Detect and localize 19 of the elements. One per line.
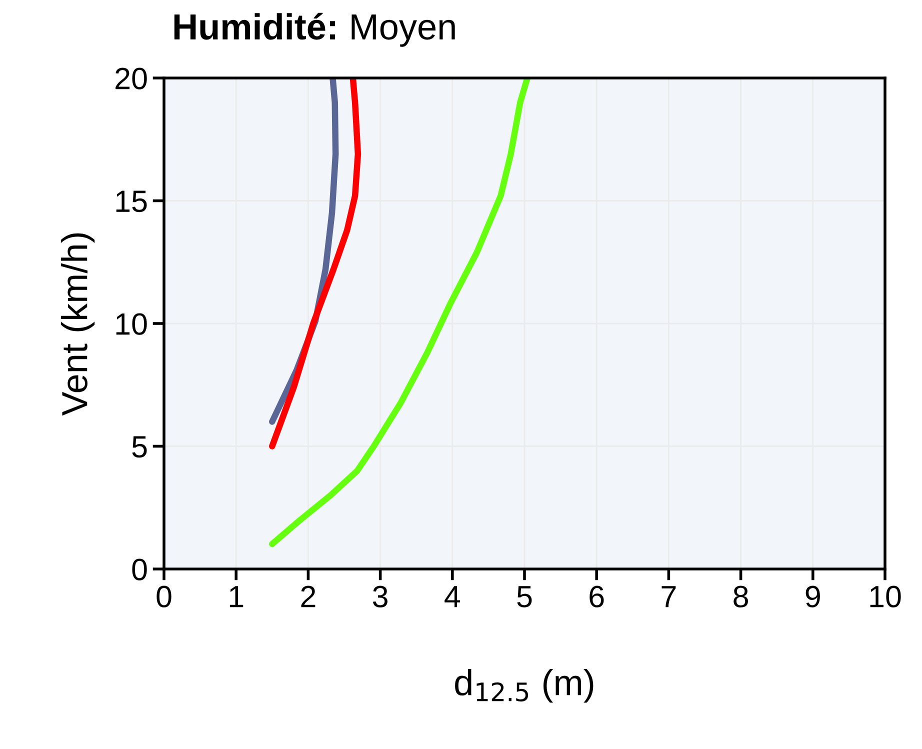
x-tick-label: 9 bbox=[806, 586, 820, 608]
y-tick-label: 15 bbox=[116, 190, 147, 212]
x-tick-label: 0 bbox=[156, 586, 172, 608]
x-axis-title: d$_{12.5}$ (m) bbox=[455, 669, 594, 703]
y-tick-label: 20 bbox=[116, 68, 147, 90]
x-tick-label: 4 bbox=[444, 586, 460, 608]
x-tick-label: 1 bbox=[230, 586, 244, 608]
y-axis-title: Vent (km/h) bbox=[60, 233, 95, 416]
y-tick-label: 0 bbox=[132, 558, 147, 580]
x-tick-label: 7 bbox=[662, 586, 676, 608]
x-tick-label: 10 bbox=[870, 586, 901, 608]
x-tick-label: 5 bbox=[517, 586, 532, 608]
x-tick-label: 3 bbox=[372, 586, 388, 608]
chart-title: Humidité: Moyen bbox=[174, 12, 455, 47]
x-tick-label: 8 bbox=[734, 586, 748, 608]
y-tick-label: 10 bbox=[116, 313, 147, 335]
x-tick-label: 6 bbox=[590, 586, 604, 608]
y-tick-label: 5 bbox=[132, 436, 147, 458]
x-tick-label: 2 bbox=[301, 586, 316, 608]
